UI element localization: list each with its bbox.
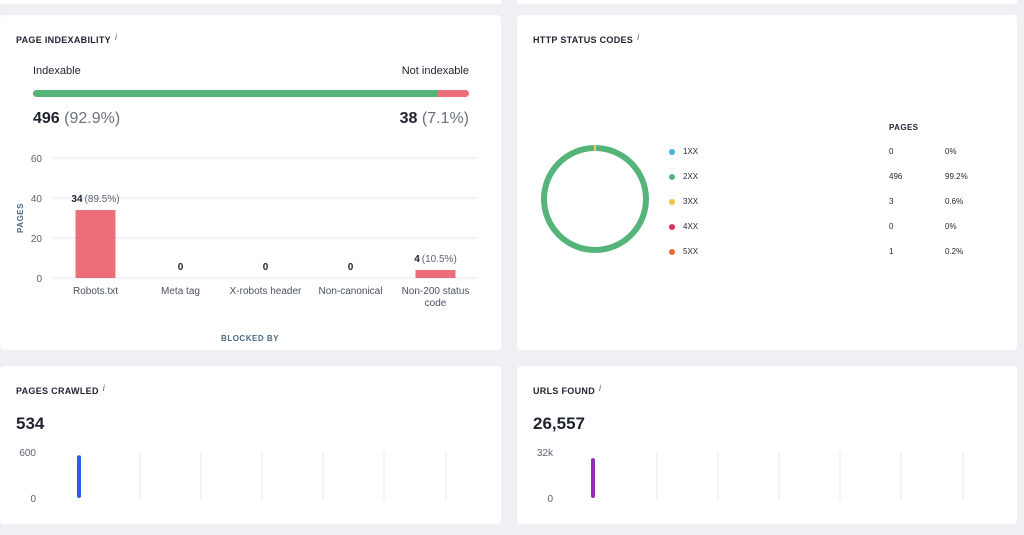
top-strip-left	[0, 0, 501, 4]
urls-found-title-text: URLS FOUND	[533, 386, 595, 396]
y-tick-label: 0	[36, 274, 42, 285]
bar-value-label: 0	[348, 262, 354, 273]
legend-dot-icon	[669, 249, 675, 255]
legend-status-name: 5XX	[683, 247, 699, 256]
y-min-label: 0	[30, 494, 36, 505]
x-category-label: X-robots header	[230, 286, 302, 297]
legend-status-name: 3XX	[683, 197, 699, 206]
not-indexable-pct: (7.1%)	[421, 110, 469, 127]
indexability-progress-bar	[33, 90, 469, 97]
pages-crawled-title: PAGES CRAWLED i	[16, 383, 106, 396]
legend-status-name: 2XX	[683, 172, 699, 181]
legend-row-1xx[interactable]: 1XX 0 0%	[667, 146, 997, 160]
bar-value-label: 0	[263, 262, 269, 273]
x-category-label: Non-canonical	[319, 286, 383, 297]
bar-pct-label: (89.5%)	[85, 194, 120, 205]
y-max-label: 600	[19, 448, 36, 459]
bar-value-label: 34 (89.5%)	[71, 194, 119, 205]
x-category-label: code	[425, 298, 447, 309]
http-status-donut-chart	[541, 145, 649, 253]
series-bar	[77, 455, 81, 498]
http-status-title-text: HTTP STATUS CODES	[533, 35, 634, 45]
top-strip-right	[517, 0, 1017, 4]
y-tick-label: 20	[31, 234, 43, 245]
legend-pages-value: 0	[889, 222, 894, 231]
x-category-label: Robots.txt	[73, 286, 118, 297]
page-indexability-title: PAGE INDEXABILITY i	[16, 32, 118, 45]
page-indexability-card: PAGE INDEXABILITY i Indexable Not indexab…	[0, 15, 501, 350]
info-icon[interactable]: i	[637, 32, 640, 42]
legend-status-name: 1XX	[683, 147, 699, 156]
legend-pct-value: 0.2%	[945, 247, 964, 256]
urls-found-title: URLS FOUND i	[533, 383, 602, 396]
pages-crawled-chart: 600 0	[19, 448, 447, 505]
urls-found-card: URLS FOUND i 26,557 32k 0	[517, 366, 1017, 524]
legend-row-4xx[interactable]: 4XX 0 0%	[667, 221, 997, 235]
blocked-by-bar-chart: 0 20 40 60 PAGES 34 (89.5%) Robots.txt 0 Meta tag…	[16, 154, 478, 343]
legend-pages-value: 496	[889, 172, 903, 181]
legend-dot-icon	[669, 149, 675, 155]
indexable-count-value: 496	[33, 110, 60, 127]
info-icon[interactable]: i	[599, 383, 602, 393]
y-axis-title: PAGES	[16, 203, 25, 233]
legend-pct-value: 0%	[945, 147, 957, 156]
legend-pages-value: 1	[889, 247, 894, 256]
x-category-label: Non-200 status	[402, 286, 470, 297]
pages-column-header: PAGES	[889, 123, 919, 132]
legend-pct-value: 99.2%	[945, 172, 968, 181]
pages-crawled-title-text: PAGES CRAWLED	[16, 386, 99, 396]
donut-slice	[541, 145, 649, 253]
bar-value-label: 0	[178, 262, 184, 273]
y-tick-label: 40	[31, 194, 43, 205]
legend-pages-value: 0	[889, 147, 894, 156]
info-icon[interactable]: i	[114, 32, 118, 42]
pages-crawled-value: 534	[16, 414, 45, 433]
y-max-label: 32k	[537, 448, 554, 459]
indexable-count: 496 (92.9%)	[33, 110, 120, 128]
urls-found-chart: 32k 0	[537, 448, 964, 505]
indexable-pct: (92.9%)	[64, 110, 121, 127]
legend-dot-icon	[669, 224, 675, 230]
bar	[415, 270, 456, 278]
donut-slice	[541, 145, 649, 253]
x-category-label: Meta tag	[161, 286, 200, 297]
legend-dot-icon	[669, 174, 675, 180]
page-indexability-title-text: PAGE INDEXABILITY	[16, 35, 111, 45]
http-status-codes-card: HTTP STATUS CODES i PAGES 1XX 0 0% 2XX 496 99.…	[517, 15, 1017, 350]
legend-pages-value: 3	[889, 197, 894, 206]
legend-pct-value: 0.6%	[945, 197, 964, 206]
legend-row-3xx[interactable]: 3XX 3 0.6%	[667, 196, 997, 210]
series-bar	[591, 458, 595, 498]
legend-row-5xx[interactable]: 5XX 1 0.2%	[667, 246, 997, 260]
legend-status-name: 4XX	[683, 222, 699, 231]
not-indexable-count: 38 (7.1%)	[400, 110, 469, 128]
bar-pct-label: (10.5%)	[422, 254, 457, 265]
urls-found-value: 26,557	[533, 414, 585, 433]
indexable-fill	[33, 90, 439, 97]
bar-value-label: 4 (10.5%)	[414, 254, 457, 265]
indexable-label: Indexable	[33, 65, 81, 77]
not-indexable-label: Not indexable	[401, 65, 469, 77]
y-min-label: 0	[547, 494, 553, 505]
x-axis-title: BLOCKED BY	[221, 334, 279, 343]
legend-row-2xx[interactable]: 2XX 496 99.2%	[667, 171, 997, 185]
info-icon[interactable]: i	[102, 383, 106, 393]
pages-crawled-card: PAGES CRAWLED i 534 600 0	[0, 366, 501, 524]
legend-pct-value: 0%	[945, 222, 957, 231]
legend-dot-icon	[669, 199, 675, 205]
not-indexable-count-value: 38	[399, 110, 418, 127]
http-status-title: HTTP STATUS CODES i	[533, 32, 640, 45]
y-tick-label: 60	[31, 154, 43, 165]
bar	[75, 210, 116, 278]
